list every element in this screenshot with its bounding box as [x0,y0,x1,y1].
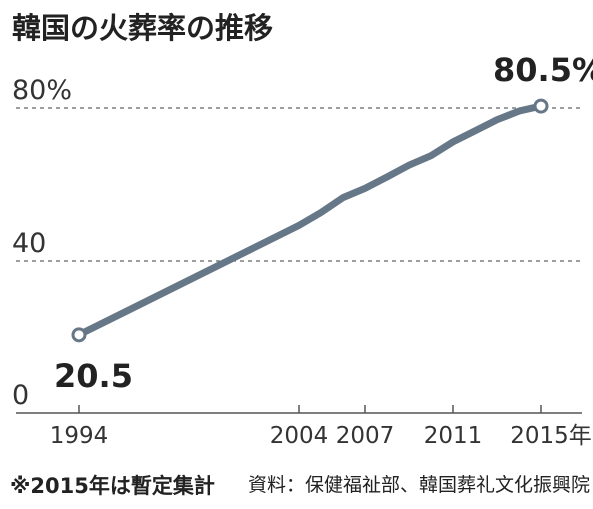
data-point-1994 [71,327,87,343]
x-tick-label-1994: 1994 [50,423,109,449]
data-point-2015 [533,98,549,114]
x-ticks: 1994 2004 2007 2011 2015年 [50,405,592,449]
x-tick-label-2004: 2004 [270,423,329,449]
x-tick-label-2011: 2011 [424,423,483,449]
x-tick-label-2007: 2007 [336,423,395,449]
data-label-2015: 80.5% [493,51,593,89]
footnote: ※2015年は暫定集計 [10,474,215,498]
chart-title: 韓国の火葬率の推移 [12,11,273,45]
data-label-1994: 20.5 [54,357,133,395]
x-tick-label-2015: 2015年 [510,423,592,449]
source-note: 資料：保健福祉部、韓国葬礼文化振興院 [248,474,590,496]
y-tick-label-80: 80% [12,75,72,106]
y-tick-label-0: 0 [12,380,29,411]
grid-lines [16,107,582,262]
y-tick-label-40: 40 [12,228,46,259]
series-line [75,102,545,339]
